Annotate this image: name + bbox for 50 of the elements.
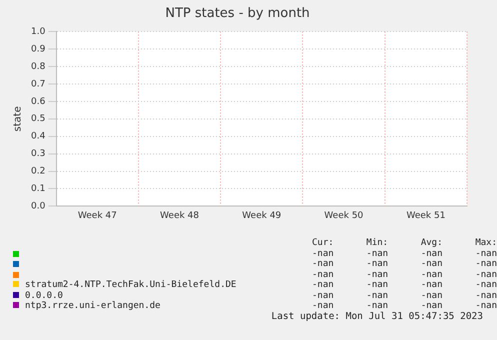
text: -nan [474, 259, 497, 270]
text: -nan [365, 290, 388, 301]
x-tick-label: Week 50 [324, 210, 364, 221]
text: -nan [474, 280, 497, 290]
text: -nan [474, 301, 497, 312]
y-axis-title: state [12, 106, 24, 132]
text: -nan [420, 301, 443, 312]
text: -nan [365, 259, 388, 270]
text: -nan [310, 270, 334, 280]
legend-label: 0.0.0.0 [24, 290, 64, 301]
y-tick-label: 0.7 [30, 79, 46, 90]
x-tick-label: Week 49 [242, 210, 282, 221]
text: -nan [310, 280, 334, 290]
x-tick-label: Week 47 [78, 210, 117, 221]
text: -nan [365, 280, 388, 290]
text: Max: [474, 238, 497, 248]
text: -nan [420, 290, 443, 301]
x-tick-label: Week 48 [160, 210, 200, 221]
legend-label: ntp3.rrze.uni-erlangen.de [24, 301, 162, 312]
text: -nan [420, 270, 443, 280]
y-tick-label: 0.2 [30, 166, 46, 177]
text: -nan [420, 259, 443, 270]
text: -nan [474, 270, 497, 280]
text: -nan [474, 290, 497, 301]
text: -nan [365, 301, 388, 312]
text: -nan [310, 259, 334, 270]
text: -nan [310, 301, 334, 312]
chart-title: NTP states - by month [165, 6, 310, 22]
y-tick-label: 0.3 [30, 149, 46, 160]
text: Min: [365, 238, 388, 248]
text: Last update: Mon Jul 31 05:47:35 2023 [271, 311, 483, 322]
y-tick-label: 0.9 [30, 44, 46, 54]
y-tick-label: 0.8 [30, 62, 46, 72]
y-tick-label: 0.6 [30, 96, 46, 107]
text: -nan [365, 248, 388, 259]
x-tick-label: Week 51 [406, 210, 446, 221]
text: Avg: [420, 238, 443, 248]
text: -nan [474, 248, 497, 259]
text: -nan [310, 248, 334, 259]
y-tick-label: 0.4 [30, 132, 46, 142]
text: -nan [420, 280, 443, 290]
y-tick-label: 0.5 [30, 114, 46, 124]
text: -nan [365, 270, 388, 280]
text: -nan [310, 290, 334, 301]
y-tick-label: 0.0 [30, 202, 46, 212]
text: -nan [420, 248, 443, 259]
legend-label: stratum2-4.NTP.TechFak.Uni-Bielefeld.DE [24, 280, 238, 290]
y-tick-label: 0.1 [30, 184, 46, 194]
text: Cur: [310, 238, 334, 248]
y-tick-label: 1.0 [30, 26, 46, 37]
